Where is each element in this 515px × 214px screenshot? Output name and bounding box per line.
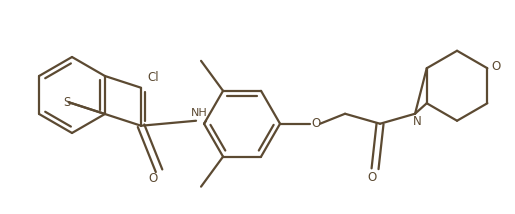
Text: O: O bbox=[312, 117, 321, 130]
Text: O: O bbox=[492, 60, 501, 73]
Text: N: N bbox=[413, 115, 421, 128]
Text: O: O bbox=[148, 172, 158, 185]
Text: Cl: Cl bbox=[147, 71, 159, 84]
Text: NH: NH bbox=[191, 108, 208, 118]
Text: O: O bbox=[367, 171, 376, 184]
Text: S: S bbox=[63, 96, 71, 109]
